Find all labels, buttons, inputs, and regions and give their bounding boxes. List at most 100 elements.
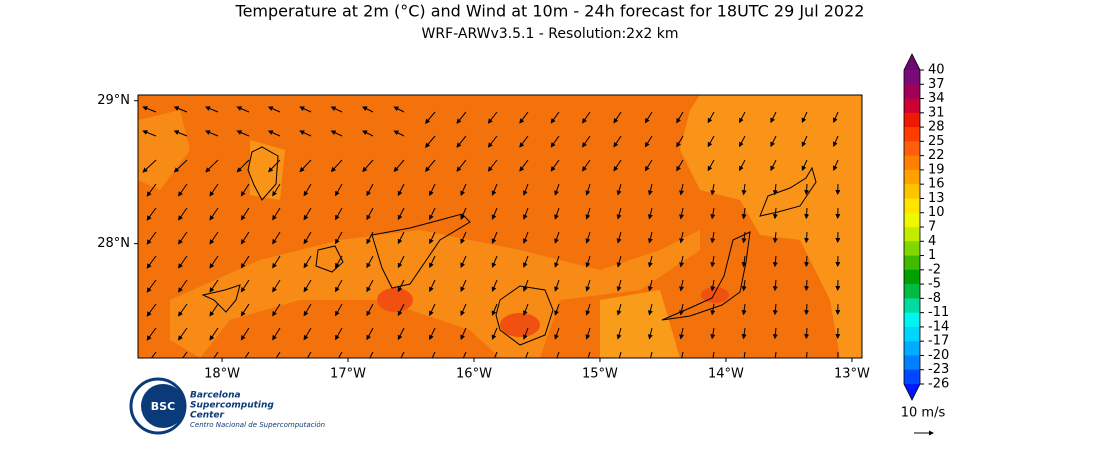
wind-arrow <box>335 255 343 269</box>
wind-arrow <box>804 327 810 340</box>
wind-arrow <box>272 231 281 245</box>
wind-arrow <box>272 279 281 293</box>
wind-arrow <box>299 106 312 113</box>
wind-arrow <box>460 207 467 221</box>
wind-arrow <box>268 159 281 173</box>
colorbar-band <box>904 98 920 114</box>
wind-arrow <box>487 135 498 148</box>
wind-arrow <box>205 130 219 137</box>
wind-arrow <box>366 183 374 197</box>
wind-arrow <box>647 327 653 340</box>
wind-arrow <box>491 183 498 196</box>
colorbar-tick-label: -17 <box>928 334 949 349</box>
colorbar-band <box>904 341 920 356</box>
wind-arrow <box>397 255 405 269</box>
x-tick-label: 14°W <box>708 367 744 382</box>
wind-arrow <box>679 207 685 220</box>
colorbar-tick-label: 1 <box>928 248 936 263</box>
colorbar-band <box>904 70 920 85</box>
wind-arrow <box>556 351 560 358</box>
colorbar-tick-label: -14 <box>928 319 949 334</box>
wind-arrow <box>362 159 374 173</box>
wind-arrow <box>178 303 188 317</box>
wind-arrow <box>330 159 343 173</box>
wind-arrow <box>616 183 622 196</box>
wind-arrow <box>205 159 219 173</box>
colorbar-band <box>904 312 920 328</box>
wind-arrow <box>618 351 622 358</box>
wind-arrow <box>554 279 560 292</box>
wind-arrow <box>679 303 685 316</box>
wind-arrow <box>525 351 529 358</box>
wind-arrow <box>585 255 591 268</box>
wind-arrow <box>146 255 157 269</box>
x-tick-label: 13°W <box>834 367 870 382</box>
title: Temperature at 2m (°C) and Wind at 10m -… <box>235 2 865 21</box>
logo-abbr: BSC <box>151 400 175 413</box>
wind-arrow <box>804 303 810 316</box>
wind-arrow <box>456 159 467 172</box>
x-tick-label: 17°W <box>330 367 366 382</box>
colorbar-band <box>904 141 920 157</box>
wind-arrow <box>801 135 808 148</box>
wind-arrow <box>178 327 188 341</box>
wind-arrow <box>519 159 529 172</box>
colorbar-tick-label: 31 <box>928 105 945 120</box>
wind-arrow <box>429 207 436 221</box>
wind-arrow <box>209 183 219 197</box>
wind-arrow <box>429 303 436 317</box>
wind-arrow <box>460 279 467 293</box>
island <box>371 213 471 289</box>
warm-region <box>170 230 700 358</box>
map <box>138 95 862 358</box>
wind-arrow <box>299 159 312 173</box>
wind-arrow <box>173 106 188 113</box>
wind-arrow <box>267 130 281 137</box>
logo-text: Supercomputing <box>190 401 274 411</box>
logo-text: Barcelona <box>190 391 241 401</box>
wind-arrow <box>522 183 529 196</box>
wind-arrow <box>707 159 715 172</box>
wind-arrow <box>804 183 810 196</box>
wind-arrow <box>554 327 560 340</box>
wind-arrow <box>676 159 684 172</box>
wind-arrow <box>236 106 250 113</box>
colorbar-band <box>904 284 920 299</box>
wind-arrow <box>770 159 777 172</box>
wind-arrow <box>146 327 157 341</box>
wind-arrow <box>491 303 498 316</box>
wind-arrow <box>272 207 281 221</box>
wind-arrow <box>710 255 716 268</box>
wind-arrow <box>522 207 529 220</box>
wind-arrow <box>616 327 622 340</box>
wind-arrow <box>739 159 746 172</box>
wind-arrow <box>647 231 653 244</box>
colorbar-band <box>904 298 920 314</box>
wind-arrow <box>554 207 560 220</box>
wind-arrow <box>397 303 405 317</box>
wind-arrow <box>303 255 312 269</box>
wind-arrow <box>613 159 622 172</box>
logo-text: Centro Nacional de Supercomputación <box>190 421 325 429</box>
wind-arrow <box>519 111 529 124</box>
colorbar-extend <box>904 54 920 70</box>
x-tick-label: 16°W <box>456 367 492 382</box>
wind-arrow <box>335 231 343 245</box>
wind-arrow <box>550 159 560 172</box>
wind-arrow <box>366 327 374 341</box>
y-tick-label: 29°N <box>97 93 130 108</box>
wind-arrow <box>335 183 343 197</box>
wind-arrow <box>146 279 157 293</box>
wind-arrow <box>644 135 653 148</box>
wind-arrow <box>801 111 808 124</box>
wind-arrow <box>554 255 560 268</box>
wind-arrow <box>240 183 250 197</box>
wind-arrow <box>772 183 778 196</box>
island <box>201 284 241 313</box>
wind-arrow <box>681 351 684 358</box>
wind-arrow <box>397 327 405 341</box>
wind-arrow <box>804 255 810 268</box>
wind-arrow <box>209 231 219 245</box>
coastlines <box>201 146 817 346</box>
colorbar-tick-label: 16 <box>928 177 945 192</box>
